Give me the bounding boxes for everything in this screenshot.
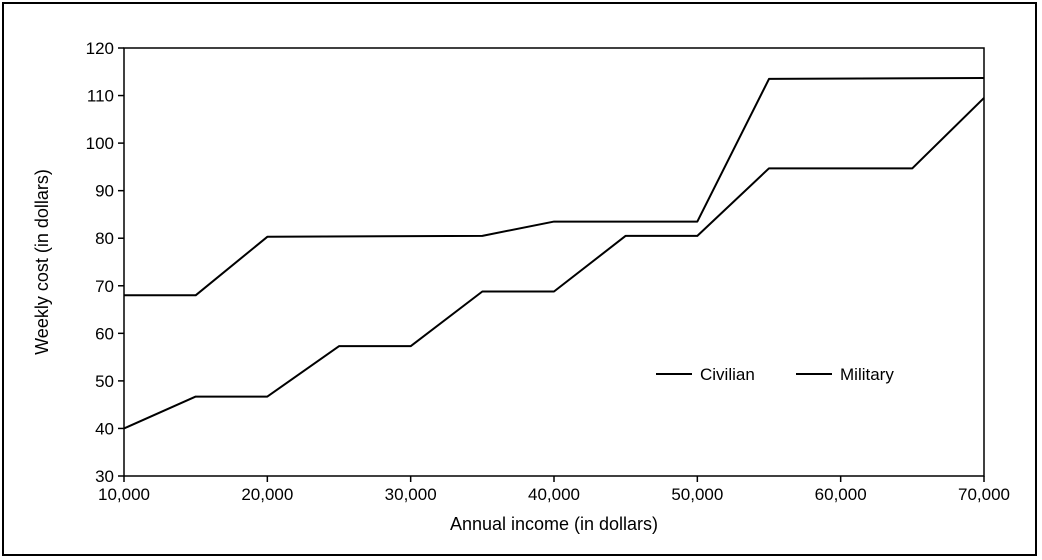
y-tick-label: 100 [86, 134, 114, 153]
y-tick-label: 50 [95, 372, 114, 391]
y-tick-label: 80 [95, 229, 114, 248]
series-line-civilian [124, 76, 985, 297]
x-tick-label: 60,000 [815, 485, 867, 504]
y-tick-label: 60 [95, 324, 114, 343]
y-axis-title: Weekly cost (in dollars) [32, 169, 52, 355]
y-tick-label: 90 [95, 182, 114, 201]
legend-label: Military [840, 365, 894, 384]
series-line-military [123, 97, 985, 430]
y-tick-label: 70 [95, 277, 114, 296]
x-tick-label: 20,000 [241, 485, 293, 504]
x-axis-title: Annual income (in dollars) [450, 514, 658, 534]
x-tick-label: 10,000 [98, 485, 150, 504]
x-tick-label: 40,000 [528, 485, 580, 504]
plot-area [123, 47, 985, 477]
x-tick-label: 70,000 [958, 485, 1010, 504]
y-axis: 30 40 50 60 70 80 90 100 110 120 [86, 39, 124, 486]
legend: Civilian Military [656, 365, 894, 384]
y-tick-label: 120 [86, 39, 114, 58]
y-tick-label: 110 [87, 87, 114, 106]
y-tick-label: 40 [95, 419, 114, 438]
x-tick-label: 30,000 [385, 485, 437, 504]
legend-label: Civilian [700, 365, 755, 384]
x-tick-label: 50,000 [671, 485, 723, 504]
y-tick-label: 30 [95, 467, 114, 486]
series-lines [123, 76, 985, 430]
x-axis: 10,000 20,000 30,000 40,000 50,000 60,000 70,0… [98, 476, 1010, 504]
